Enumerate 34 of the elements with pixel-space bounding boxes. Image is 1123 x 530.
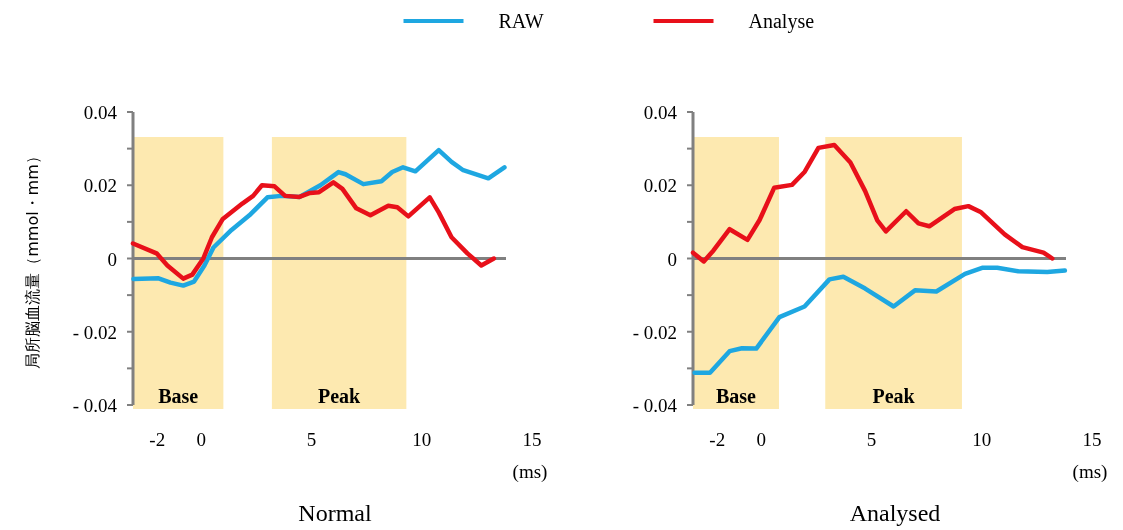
- x-tick-label: 0: [756, 429, 767, 450]
- y-tick-label: 0: [107, 248, 117, 270]
- line-series: [690, 142, 1055, 264]
- y-tick-label: 0.04: [83, 102, 118, 123]
- x-tick-label: -2: [149, 429, 166, 450]
- x-tick-label: 5: [866, 429, 877, 450]
- legend-label: Analyse: [748, 10, 815, 33]
- x-tick-label: -2: [709, 429, 726, 450]
- x-tick-label: 0: [196, 429, 207, 450]
- x-axis-title: (ms): [512, 461, 548, 483]
- text: Analysed: [849, 500, 941, 526]
- y-tick-label: - 0.04: [632, 395, 678, 416]
- y-tick-label: - 0.02: [632, 321, 677, 343]
- y-tick-label: 0.02: [83, 175, 117, 197]
- x-tick-label: 10: [412, 429, 432, 450]
- line-series: [692, 265, 1068, 376]
- y-tick-label: - 0.02: [72, 321, 117, 343]
- band-label: Peak: [872, 385, 916, 407]
- y-tick-label: - 0.04: [72, 395, 118, 416]
- line-series: [130, 180, 497, 281]
- band-label: Base: [715, 385, 757, 407]
- x-tick-label: 5: [306, 429, 317, 450]
- x-tick-label: 15: [1082, 429, 1102, 450]
- y-axis-title: 局所脳血流量（mmol・mm）: [23, 148, 42, 369]
- band-label: Peak: [318, 385, 362, 407]
- y-tick-label: 0.04: [643, 102, 678, 123]
- y-tick-label: 0.02: [643, 175, 677, 197]
- x-axis-title: (ms): [1072, 461, 1108, 483]
- legend-label: RAW: [498, 10, 544, 32]
- x-tick-label: 15: [522, 429, 542, 450]
- x-tick-label: 10: [972, 429, 992, 450]
- band-label: Base: [158, 385, 199, 407]
- y-tick-label: 0: [667, 248, 677, 270]
- text: Normal: [298, 500, 372, 526]
